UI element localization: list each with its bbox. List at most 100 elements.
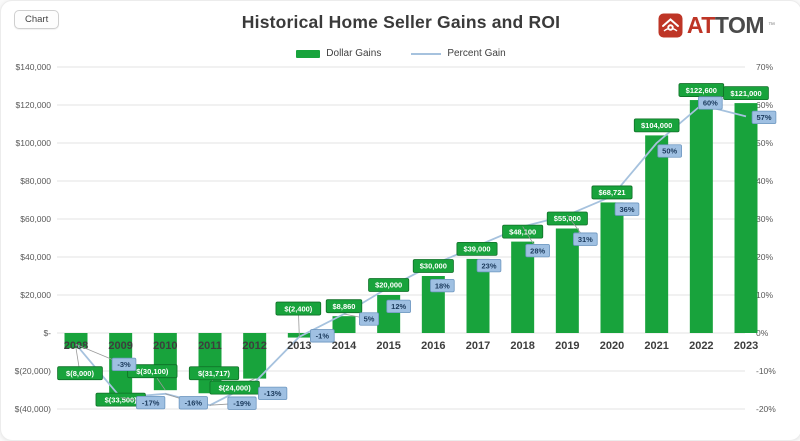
left-axis-tick: $60,000 (20, 214, 51, 224)
year-label-2018: 2018 (510, 340, 534, 352)
right-axis-tick: 10% (756, 290, 773, 300)
dollar-label-2014: $8,860 (333, 302, 356, 311)
dollar-label-2023: $121,000 (730, 89, 761, 98)
dollar-label-2021: $104,000 (641, 121, 672, 130)
year-label-2011: 2011 (198, 340, 222, 352)
dollar-label-2016-box (412, 259, 454, 273)
percent-label-2009-box (136, 395, 166, 410)
dollar-label-2015-box (368, 278, 410, 292)
percent-label-2021-box (657, 144, 682, 158)
attom-logo: ATTOM ™ (658, 13, 775, 38)
dollar-label-2011: $(31,717) (198, 369, 231, 378)
percent-label-2013: -1% (316, 332, 330, 341)
bar-2020 (600, 202, 624, 333)
percent-label-2011: -19% (233, 399, 251, 408)
attom-wordmark: ATTOM (686, 12, 765, 38)
dollar-label-2013: $(2,400) (284, 304, 312, 313)
bar-2022 (689, 100, 713, 333)
legend-item-dollar-gains: Dollar Gains (296, 48, 381, 59)
percent-label-2018-box (525, 243, 550, 258)
right-axis-tick: 50% (756, 138, 773, 148)
attom-wordmark-red: AT (686, 12, 715, 38)
year-label-2023: 2023 (734, 340, 758, 352)
bar-2021 (645, 135, 669, 333)
year-label-2012: 2012 (242, 340, 266, 352)
bar-2023 (734, 103, 758, 333)
attom-wordmark-dark: TOM (714, 12, 765, 38)
left-axis-tick: $100,000 (16, 138, 52, 148)
legend-dollar-label: Dollar Gains (326, 48, 382, 59)
percent-label-2019: 31% (578, 235, 593, 244)
year-label-2008: 2008 (64, 340, 88, 352)
right-axis-tick: 60% (756, 100, 773, 110)
bar-2018 (511, 241, 535, 333)
percent-label-2017: 23% (481, 261, 496, 270)
dollar-label-2012: $(24,000) (219, 383, 252, 392)
percent-label-2016: 18% (435, 281, 450, 290)
dollar-label-2020: $68,721 (598, 188, 625, 197)
percent-label-2020: 36% (619, 205, 634, 214)
percent-label-2016-box (430, 278, 455, 293)
percent-label-2010: -16% (185, 399, 203, 408)
year-label-2022: 2022 (689, 340, 713, 352)
dollar-label-2020-box (591, 185, 633, 200)
dollar-label-2019: $55,000 (554, 214, 581, 223)
percent-label-2018: 28% (530, 246, 545, 255)
left-axis-tick: $140,000 (16, 62, 52, 72)
dollar-label-2018: $48,100 (509, 227, 536, 236)
dollar-label-2013-box (275, 301, 322, 316)
year-label-2013: 2013 (287, 340, 311, 352)
left-axis-tick: $20,000 (20, 290, 51, 300)
percent-label-2012: -13% (264, 389, 282, 398)
dollar-gains-swatch (296, 49, 321, 58)
year-label-2017: 2017 (466, 340, 490, 352)
right-axis-tick: -20% (756, 404, 776, 414)
right-axis-tick: -10% (756, 366, 776, 376)
percent-label-2010-box (178, 396, 208, 410)
percent-label-2019-box (573, 232, 598, 246)
bar-2019 (555, 228, 579, 333)
dollar-label-2017: $39,000 (463, 245, 490, 254)
percent-label-2009: -17% (142, 398, 160, 407)
percent-label-2023: 57% (756, 113, 771, 122)
percent-label-2021: 50% (662, 147, 677, 156)
percent-label-2015-box (386, 299, 411, 314)
year-label-2016: 2016 (421, 340, 445, 352)
right-axis-tick: 20% (756, 252, 773, 262)
left-axis-tick: $120,000 (16, 100, 52, 110)
dollar-label-2014-box (325, 299, 363, 314)
percent-label-2014: 5% (364, 315, 375, 324)
legend-percent-label: Percent Gain (447, 48, 506, 59)
bar-2012 (243, 333, 267, 379)
year-label-2010: 2010 (153, 340, 177, 352)
percent-label-2008-box (111, 357, 137, 372)
dollar-label-2011-box (188, 366, 240, 381)
right-axis-tick: 0% (756, 328, 769, 338)
dollar-label-2018-box (502, 224, 544, 239)
year-label-2009: 2009 (108, 340, 132, 352)
percent-label-2012-box (258, 386, 288, 401)
year-label-2020: 2020 (600, 340, 624, 352)
attom-logo-icon (658, 13, 683, 38)
left-axis-tick: $(20,000) (15, 366, 52, 376)
legend-item-percent-gain: Percent Gain (411, 48, 506, 59)
dollar-label-2021-box (633, 118, 680, 133)
dollar-label-2010: $(30,100) (136, 367, 169, 376)
percent-label-2023-box (751, 110, 777, 125)
percent-label-2015: 12% (391, 302, 406, 311)
chart-tab-badge[interactable]: Chart (14, 10, 60, 29)
left-axis-tick: $80,000 (20, 176, 51, 186)
chart-title: Historical Home Seller Gains and ROI (241, 12, 561, 32)
bar-2008 (64, 333, 88, 349)
dollar-label-2019-box (546, 211, 588, 226)
dollar-label-2010-box (127, 364, 178, 379)
left-axis-tick: $40,000 (20, 252, 51, 262)
trademark-symbol: ™ (768, 22, 775, 29)
dollar-label-2009: $(33,500) (105, 395, 138, 404)
dollar-label-2008-box (57, 366, 103, 381)
left-axis-tick: $- (43, 328, 51, 338)
dollar-label-2008: $(8,000) (66, 369, 94, 378)
dollar-label-2017-box (456, 241, 498, 256)
